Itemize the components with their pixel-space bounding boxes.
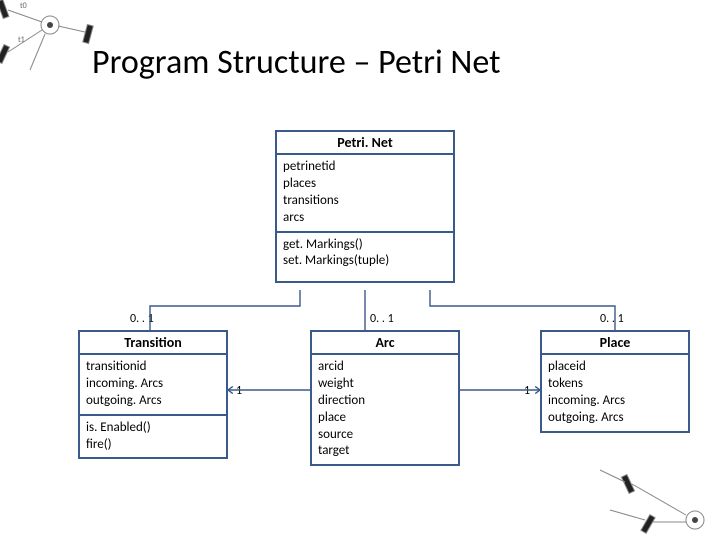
mult-pn-place: 0. . 1 (600, 312, 624, 326)
class-place-attrs: placeid tokens incoming. Arcs outgoing. … (542, 355, 688, 431)
class-transition-attrs: transitionid incoming. Arcs outgoing. Ar… (80, 355, 226, 416)
svg-text:t0: t0 (20, 1, 27, 11)
attr: places (283, 176, 447, 193)
attr: petrinetid (283, 159, 447, 176)
class-petrinet: Petri. Net petrinetid places transitions… (275, 130, 455, 283)
class-arc: Arc arcid weight direction place source … (310, 330, 460, 466)
attr: weight (318, 376, 452, 393)
attr: target (318, 443, 452, 460)
mult-pn-transition: 0. . 1 (130, 312, 154, 326)
method: set. Markings(tuple) (283, 253, 447, 270)
class-petrinet-methods: get. Markings() set. Markings(tuple) (277, 233, 453, 281)
class-transition-name: Transition (80, 332, 226, 355)
class-petrinet-name: Petri. Net (277, 132, 453, 155)
method: get. Markings() (283, 237, 447, 254)
attr: tokens (548, 376, 682, 393)
class-arc-attrs: arcid weight direction place source targ… (312, 355, 458, 464)
page-title: Program Structure – Petri Net (92, 42, 501, 83)
attr: outgoing. Arcs (86, 393, 220, 410)
mult-arc-transition: 1 (236, 384, 242, 398)
attr: arcid (318, 359, 452, 376)
class-place-name: Place (542, 332, 688, 355)
attr: place (318, 410, 452, 427)
attr: source (318, 427, 452, 444)
class-petrinet-attrs: petrinetid places transitions arcs (277, 155, 453, 233)
attr: arcs (283, 210, 447, 227)
mult-arc-place: 1 (524, 384, 530, 398)
attr: placeid (548, 359, 682, 376)
decoration-bottom-right (590, 460, 720, 550)
attr: incoming. Arcs (548, 393, 682, 410)
mult-pn-arc: 0. . 1 (370, 312, 394, 326)
class-place: Place placeid tokens incoming. Arcs outg… (540, 330, 690, 433)
class-arc-name: Arc (312, 332, 458, 355)
method: is. Enabled() (86, 420, 220, 437)
method: fire() (86, 437, 220, 454)
attr: transitions (283, 193, 447, 210)
svg-text:t1: t1 (18, 35, 25, 45)
attr: incoming. Arcs (86, 376, 220, 393)
class-transition: Transition transitionid incoming. Arcs o… (78, 330, 228, 459)
attr: transitionid (86, 359, 220, 376)
attr: outgoing. Arcs (548, 410, 682, 427)
class-transition-methods: is. Enabled() fire() (80, 416, 226, 458)
attr: direction (318, 393, 452, 410)
